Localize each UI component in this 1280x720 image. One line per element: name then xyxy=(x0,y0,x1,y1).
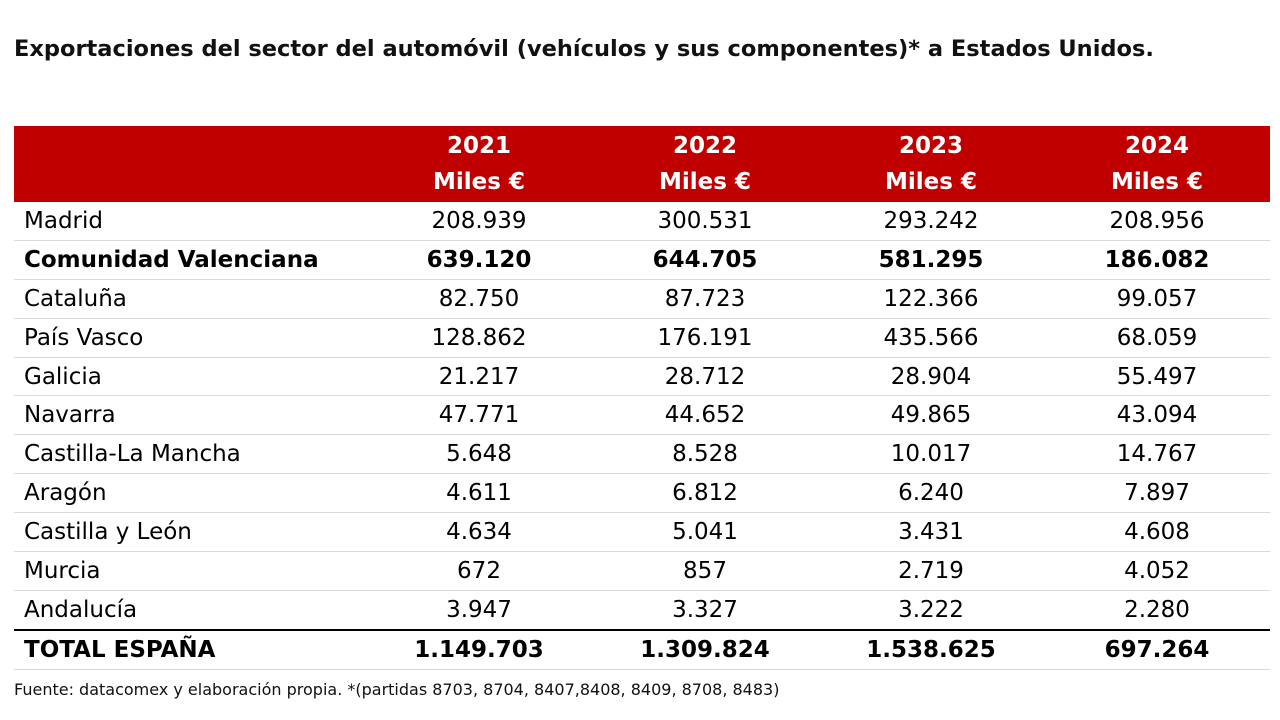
value-cell: 49.865 xyxy=(818,395,1044,436)
table-row: Cataluña 82.750 87.723 122.366 99.057 xyxy=(14,279,1270,319)
header-year: 2021 xyxy=(446,133,511,159)
value-cell: 857 xyxy=(592,551,818,591)
value-cell: 55.497 xyxy=(1044,357,1270,397)
region-cell: Madrid xyxy=(14,202,366,241)
value-cell: 4.052 xyxy=(1044,551,1270,591)
region-cell: Galicia xyxy=(14,357,366,397)
value-cell: 3.327 xyxy=(592,590,818,631)
header-cell-2024: 2024 Miles € xyxy=(1044,126,1270,202)
region-cell: Andalucía xyxy=(14,590,366,631)
region-cell: Navarra xyxy=(14,395,366,436)
value-cell: 176.191 xyxy=(592,318,818,358)
table-header: 2021 Miles € 2022 Miles € 2023 Miles € 2… xyxy=(14,126,1270,202)
header-year: 2023 xyxy=(898,133,963,159)
value-cell: 28.904 xyxy=(818,357,1044,397)
region-cell: Castilla y León xyxy=(14,512,366,553)
value-cell: 186.082 xyxy=(1044,240,1270,280)
value-cell: 122.366 xyxy=(818,279,1044,319)
table-row: Castilla-La Mancha 5.648 8.528 10.017 14.767 xyxy=(14,434,1270,475)
value-cell: 1.538.625 xyxy=(818,628,1044,670)
value-cell: 6.240 xyxy=(818,473,1044,514)
value-cell: 99.057 xyxy=(1044,279,1270,319)
value-cell: 2.280 xyxy=(1044,590,1270,631)
header-cell-2022: 2022 Miles € xyxy=(592,126,818,202)
header-unit: Miles € xyxy=(1111,169,1203,195)
value-cell: 8.528 xyxy=(592,434,818,475)
table-row: Castilla y León 4.634 5.041 3.431 4.608 xyxy=(14,512,1270,553)
header-unit: Miles € xyxy=(433,169,525,195)
value-cell: 3.222 xyxy=(818,590,1044,631)
value-cell: 293.242 xyxy=(818,202,1044,241)
value-cell: 4.634 xyxy=(366,512,592,553)
table-row: País Vasco 128.862 176.191 435.566 68.059 xyxy=(14,318,1270,358)
region-cell: Castilla-La Mancha xyxy=(14,434,366,475)
value-cell: 1.149.703 xyxy=(366,628,592,670)
table-row: Navarra 47.771 44.652 49.865 43.094 xyxy=(14,395,1270,436)
header-region-cell xyxy=(14,126,366,202)
value-cell: 4.608 xyxy=(1044,512,1270,553)
value-cell: 3.947 xyxy=(366,590,592,631)
value-cell: 6.812 xyxy=(592,473,818,514)
table-row: Andalucía 3.947 3.327 3.222 2.280 xyxy=(14,590,1270,631)
value-cell: 2.719 xyxy=(818,551,1044,591)
header-unit: Miles € xyxy=(885,169,977,195)
value-cell: 581.295 xyxy=(818,240,1044,280)
value-cell: 1.309.824 xyxy=(592,628,818,670)
region-cell: TOTAL ESPAÑA xyxy=(14,628,366,670)
value-cell: 644.705 xyxy=(592,240,818,280)
value-cell: 3.431 xyxy=(818,512,1044,553)
value-cell: 21.217 xyxy=(366,357,592,397)
value-cell: 5.648 xyxy=(366,434,592,475)
value-cell: 435.566 xyxy=(818,318,1044,358)
region-cell: Comunidad Valenciana xyxy=(14,240,366,280)
value-cell: 208.956 xyxy=(1044,202,1270,241)
value-cell: 43.094 xyxy=(1044,395,1270,436)
region-cell: Cataluña xyxy=(14,279,366,319)
table-row: Comunidad Valenciana 639.120 644.705 581.29… xyxy=(14,240,1270,280)
page-title: Exportaciones del sector del automóvil (… xyxy=(14,36,1154,62)
value-cell: 68.059 xyxy=(1044,318,1270,358)
value-cell: 87.723 xyxy=(592,279,818,319)
total-row: TOTAL ESPAÑA 1.149.703 1.309.824 1.538.625 6… xyxy=(14,628,1270,670)
table-body: Madrid 208.939 300.531 293.242 208.956 Comuni… xyxy=(14,202,1270,670)
value-cell: 208.939 xyxy=(366,202,592,241)
exports-table: 2021 Miles € 2022 Miles € 2023 Miles € 2… xyxy=(14,126,1270,670)
value-cell: 300.531 xyxy=(592,202,818,241)
value-cell: 697.264 xyxy=(1044,628,1270,670)
value-cell: 7.897 xyxy=(1044,473,1270,514)
value-cell: 14.767 xyxy=(1044,434,1270,475)
region-cell: País Vasco xyxy=(14,318,366,358)
value-cell: 5.041 xyxy=(592,512,818,553)
table-row: Aragón 4.611 6.812 6.240 7.897 xyxy=(14,473,1270,514)
table-row: Galicia 21.217 28.712 28.904 55.497 xyxy=(14,357,1270,397)
value-cell: 82.750 xyxy=(366,279,592,319)
value-cell: 128.862 xyxy=(366,318,592,358)
header-year: 2024 xyxy=(1124,133,1189,159)
source-note: Fuente: datacomex y elaboración propia. … xyxy=(14,680,780,699)
value-cell: 28.712 xyxy=(592,357,818,397)
value-cell: 47.771 xyxy=(366,395,592,436)
value-cell: 4.611 xyxy=(366,473,592,514)
header-cell-2023: 2023 Miles € xyxy=(818,126,1044,202)
header-cell-2021: 2021 Miles € xyxy=(366,126,592,202)
table-row: Murcia 672 857 2.719 4.052 xyxy=(14,551,1270,591)
value-cell: 672 xyxy=(366,551,592,591)
header-unit: Miles € xyxy=(659,169,751,195)
value-cell: 10.017 xyxy=(818,434,1044,475)
value-cell: 639.120 xyxy=(366,240,592,280)
region-cell: Murcia xyxy=(14,551,366,591)
table-row: Madrid 208.939 300.531 293.242 208.956 xyxy=(14,202,1270,241)
region-cell: Aragón xyxy=(14,473,366,514)
header-year: 2022 xyxy=(672,133,737,159)
header-row: 2021 Miles € 2022 Miles € 2023 Miles € 2… xyxy=(14,126,1270,202)
value-cell: 44.652 xyxy=(592,395,818,436)
